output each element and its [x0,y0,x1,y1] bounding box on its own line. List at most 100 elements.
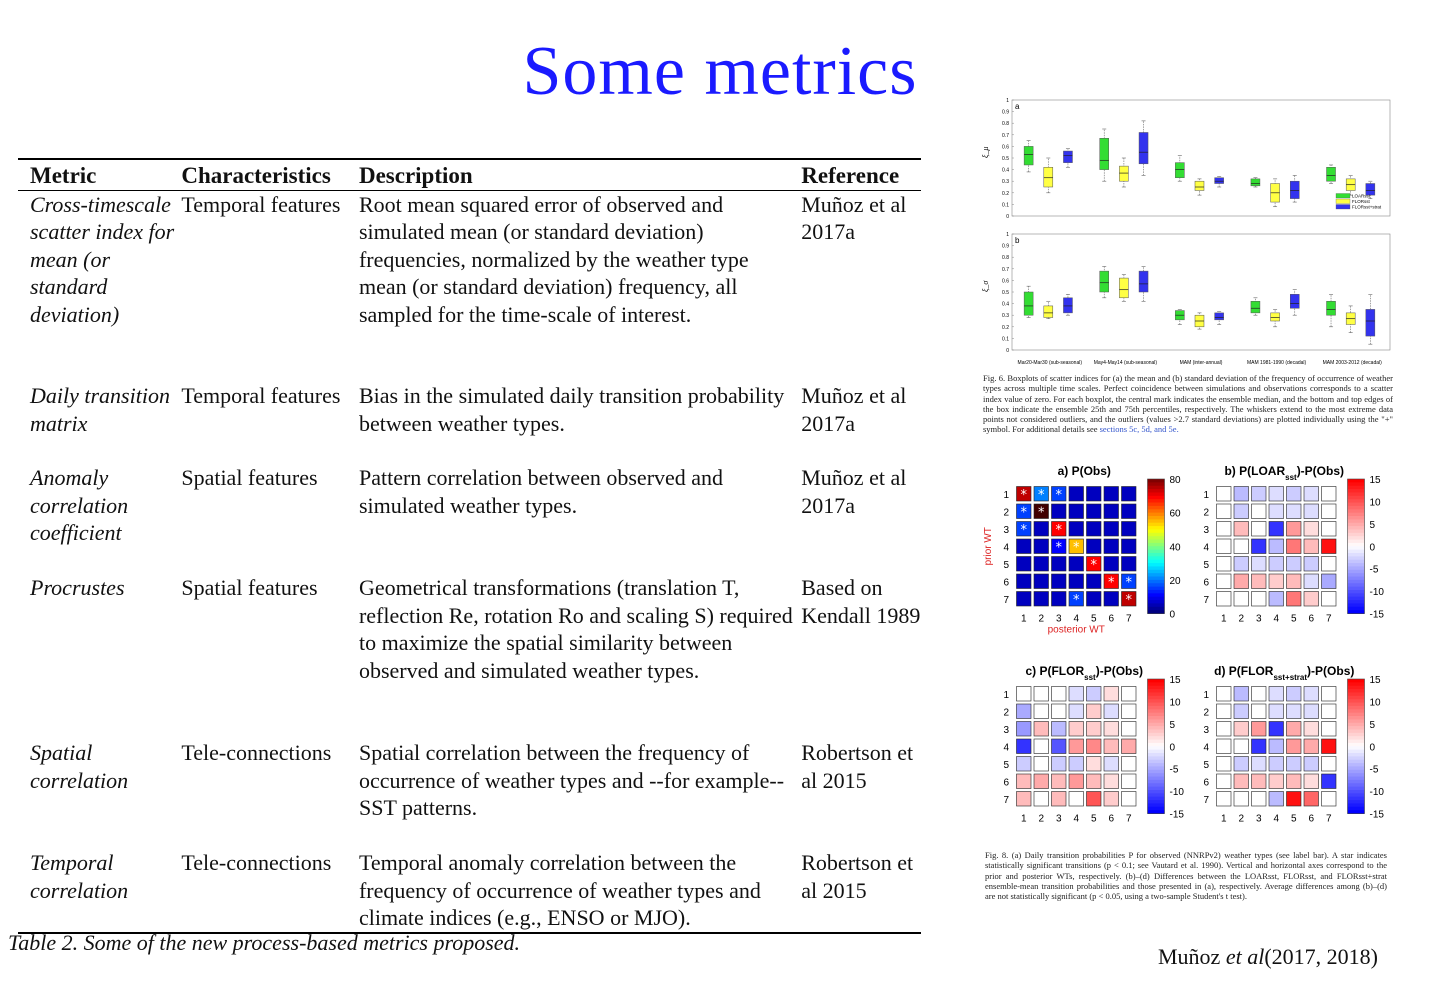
colorbar-segment [1147,505,1165,510]
fig6-caption-text: Fig. 6. Boxplots of scatter indices for … [983,373,1393,435]
colorbar-segment [1347,502,1365,507]
x-tick-label: 5 [1291,614,1297,625]
heatmap-cell [1268,703,1284,719]
heatmap-panel: d) P(FLORsst+strat)-P(Obs)11223344556677… [1203,664,1384,825]
y-tick-label: 5 [1203,560,1209,571]
description-cell: Geometrical transformations (translation… [358,575,793,683]
heatmap-cell [1033,738,1049,754]
x-tick-label: 3 [1256,614,1262,625]
heatmap-cell [1251,503,1267,519]
heatmap-cell [1303,503,1319,519]
heatmap-cell [1321,503,1337,519]
heatmap-cell [1251,591,1267,607]
colorbar-segment [1147,600,1165,604]
colorbar-segment [1347,722,1365,727]
y-tick-label: 0.8 [1002,255,1009,261]
characteristics-cell: Tele-connections [181,850,332,875]
heatmap-cell [1121,703,1137,719]
heatmap-cell [1033,486,1049,502]
table-row: Procrustes Spatial features Geometrical … [18,574,921,739]
heatmap-cell [1016,773,1032,789]
boxplot-box [1250,301,1261,314]
heatmap-cell [1286,503,1302,519]
heatmap-cell [1268,591,1284,607]
heatmap-cell [1086,721,1102,737]
heatmap-cell [1033,521,1049,537]
y-tick-label: 0.5 [1002,290,1009,296]
significance-star: * [1056,523,1063,538]
heatmap-cell [1121,573,1137,589]
heatmap-cell [1216,521,1232,537]
heatmap-cell [1233,773,1249,789]
colorbar-tick-label: 0 [1370,542,1376,553]
heatmap-cell [1033,591,1049,607]
heatmap-cell [1103,738,1119,754]
heatmap-cell [1086,791,1102,807]
boxplot-box [1326,167,1336,182]
heatmap-cell [1216,703,1232,719]
panel-label: a [1015,102,1020,111]
boxplot-box [1119,277,1129,299]
colorbar-segment [1147,810,1165,814]
heatmap-cell [1303,591,1319,607]
group-label: MAM (inter-annual) [1180,360,1223,366]
heatmap-cell [1051,686,1067,702]
heatmap-cell [1068,521,1084,537]
heatmap-cell [1268,686,1284,702]
fig6-caption-link[interactable]: sections 5c, 5d, and 5e. [1099,424,1179,435]
heatmap-cell [1051,573,1067,589]
heatmap-cell [1321,738,1337,754]
heatmap-cell [1016,486,1032,502]
characteristics-cell: Spatial features [181,465,318,490]
credit-author: Muñoz [1158,944,1221,969]
heatmap-cell [1051,756,1067,772]
heatmap-cell [1321,703,1337,719]
y-tick-label: 2 [1003,707,1009,718]
heatmap-cell [1016,686,1032,702]
x-tick-label: 4 [1073,814,1079,825]
heatmap-cell [1321,538,1337,554]
y-tick-label: 1 [1006,232,1009,238]
heatmap-cell [1016,521,1032,537]
colorbar-segment [1347,786,1365,791]
colorbar-segment [1347,583,1365,588]
heatmap-cell [1051,503,1067,519]
heatmap-cell [1121,538,1137,554]
heatmap-cell [1233,573,1249,589]
colorbar-segment [1347,512,1365,517]
y-tick-label: 0.1 [1002,336,1009,342]
heatmap-cell [1286,703,1302,719]
heatmap-cell [1016,738,1032,754]
boxplot-box [1214,177,1224,184]
heatmap-cell [1233,521,1249,537]
boxplot-box [1365,183,1376,196]
colorbar-segment [1147,536,1165,541]
heatmap-cell [1121,773,1137,789]
heatmap-panel: a) P(Obs)* * ** ** ** *** ** *11223344556677806… [983,464,1181,636]
y-tick-label: 0.9 [1002,244,1009,250]
y-tick-label: 1 [1203,490,1209,501]
colorbar-segment [1147,766,1165,771]
heatmap-cell [1268,721,1284,737]
colorbar-segment [1147,739,1165,744]
x-tick-label: 1 [1021,614,1027,625]
reference-cell: Muñoz et al 2017a [801,383,907,436]
colorbar-segment [1147,515,1165,520]
colorbar-segment [1347,600,1365,604]
heatmap-cell [1216,591,1232,607]
group-label: Mar20-Mar30 (sub-seasonal) [1018,360,1083,366]
colorbar-tick-label: 80 [1170,475,1182,486]
heatmap-cell [1068,791,1084,807]
boxplot-box [1138,270,1149,293]
colorbar-segment [1347,505,1365,510]
x-tick-label: 5 [1291,814,1297,825]
panel-title-subscript: sst+strat [1273,673,1307,682]
heatmap-cell [1303,573,1319,589]
fig6-caption: Fig. 6. Boxplots of scatter indices for … [983,373,1393,435]
heatmap-cell [1103,756,1119,772]
heatmap-cell [1068,486,1084,502]
heatmap-cell [1086,503,1102,519]
colorbar-segment [1147,573,1165,578]
y-tick-label: 4 [1203,742,1209,753]
y-tick-label: 0.1 [1002,202,1009,208]
